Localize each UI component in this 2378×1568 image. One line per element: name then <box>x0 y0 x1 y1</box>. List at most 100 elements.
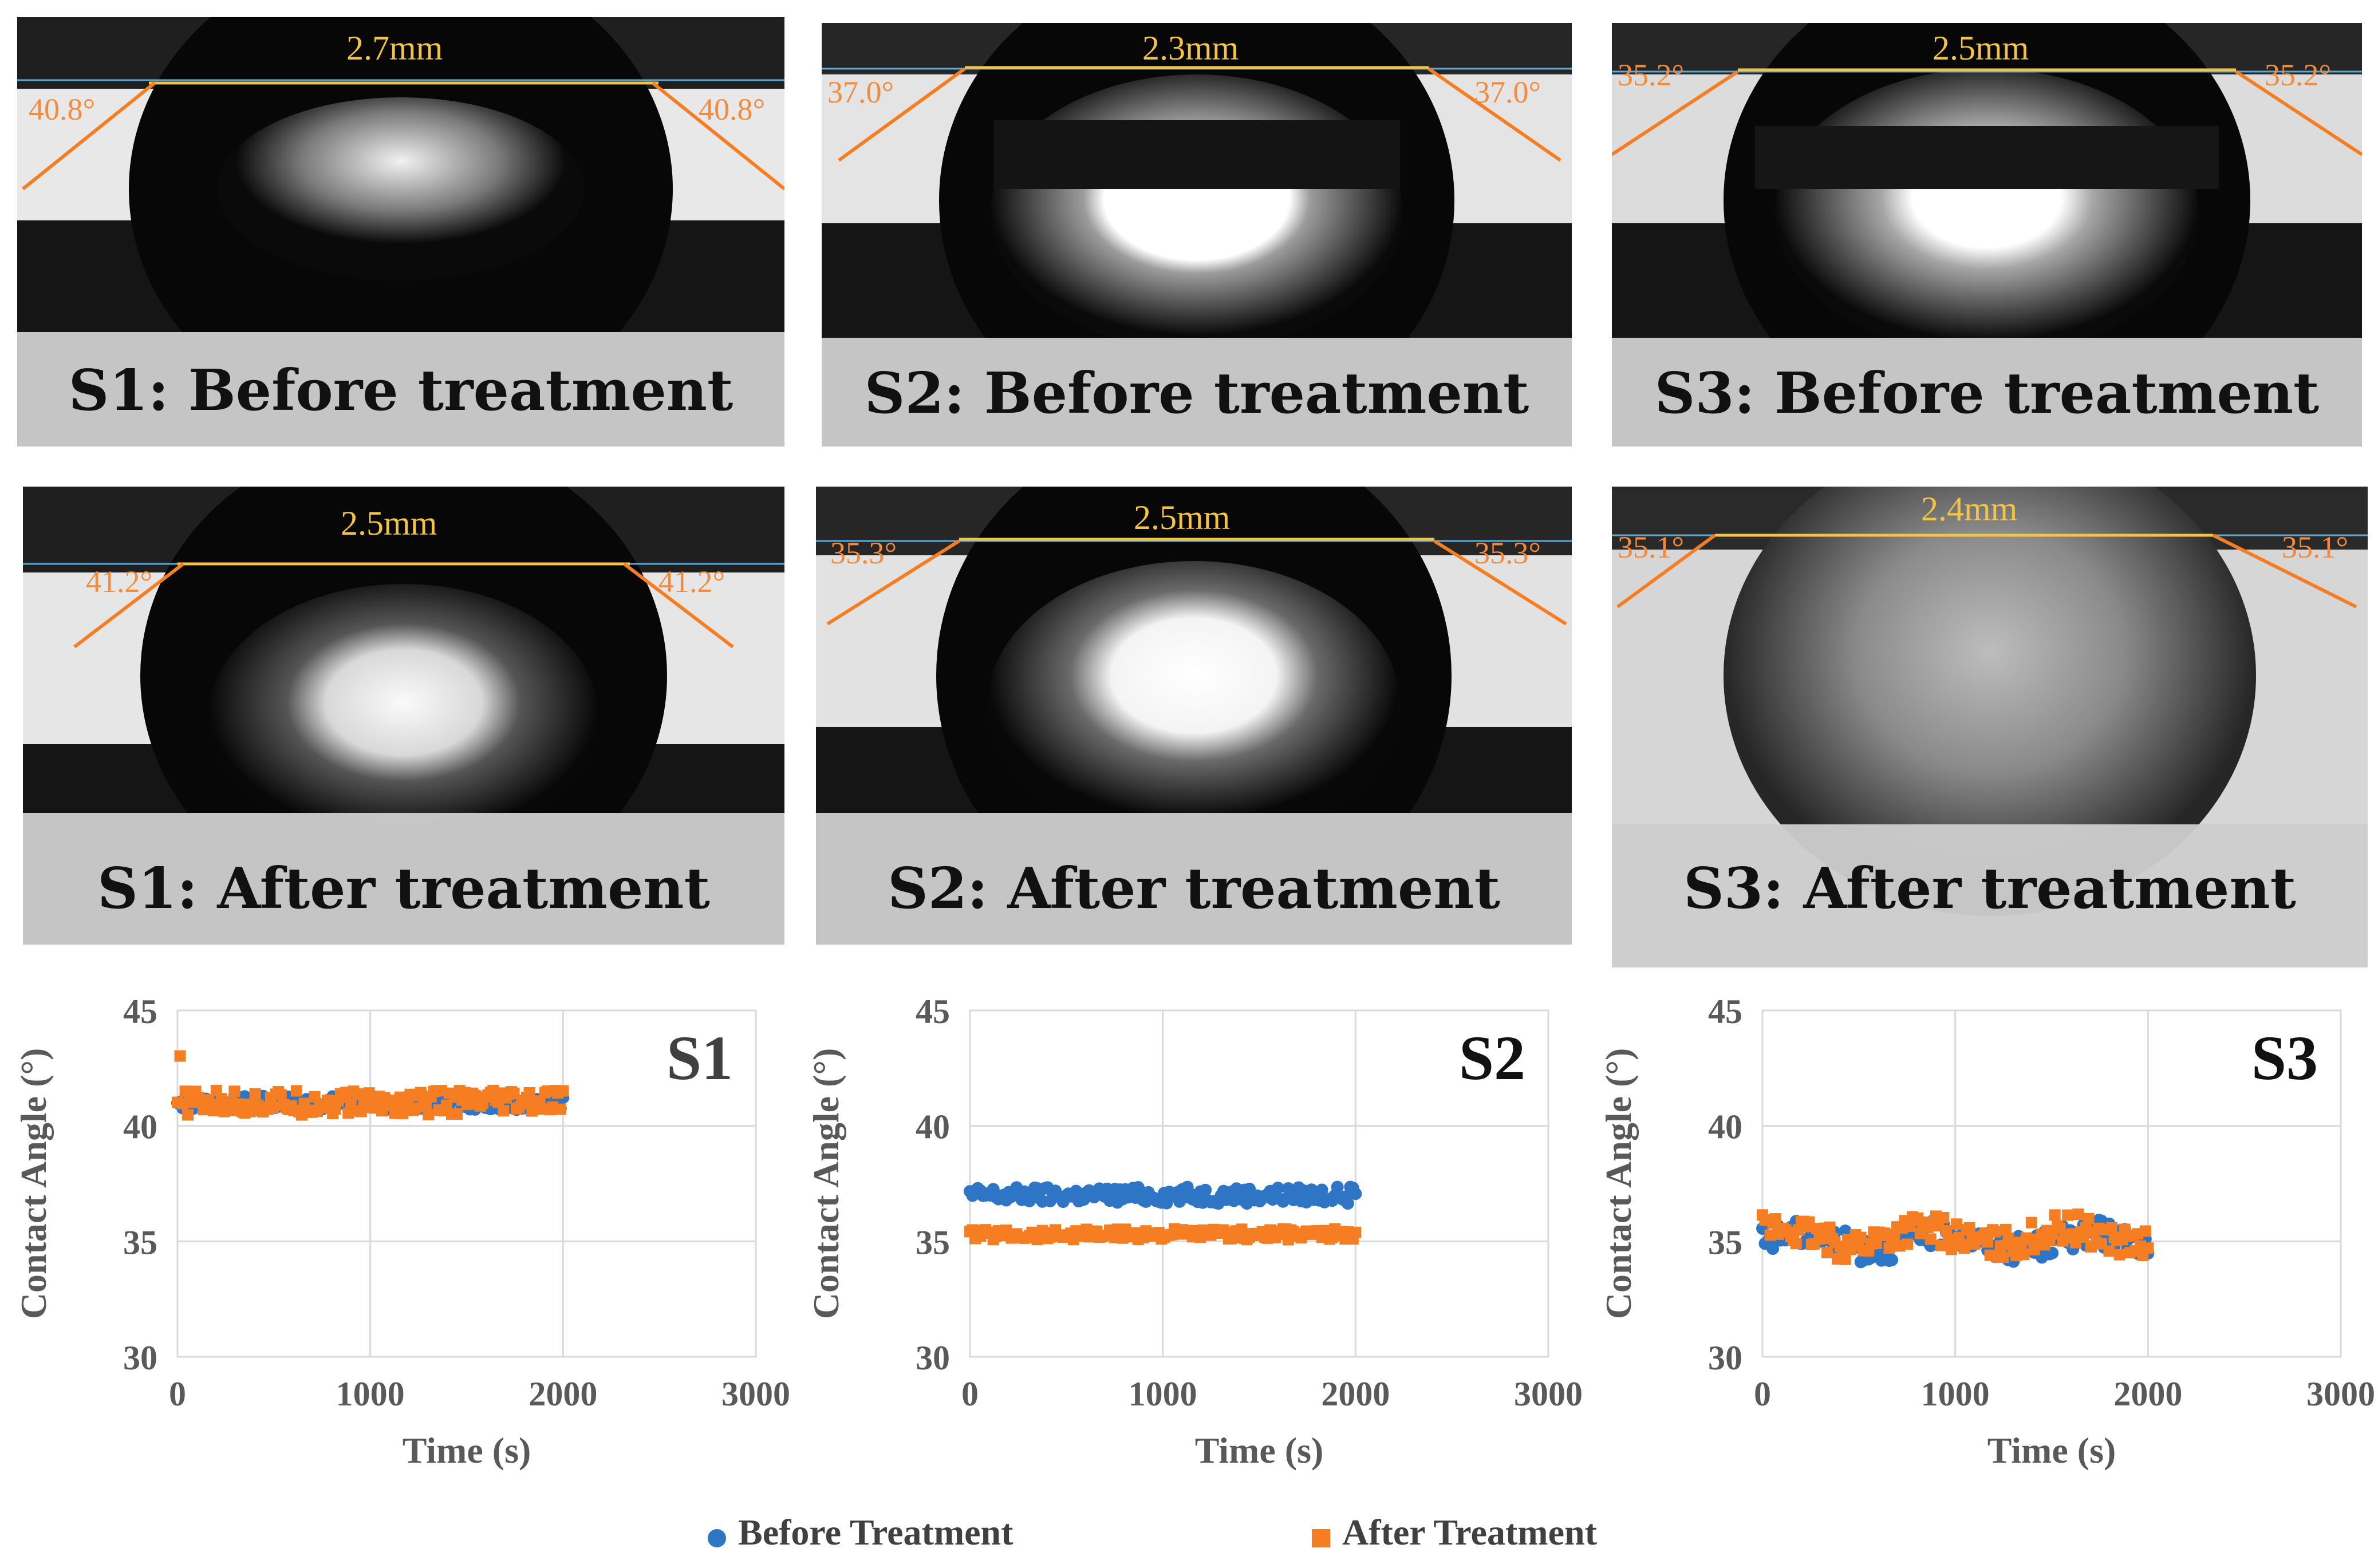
data-point-before <box>1766 1242 1780 1255</box>
caption-band <box>17 332 784 447</box>
data-point-after <box>2000 1223 2012 1235</box>
plot-area <box>1761 1009 2342 1358</box>
data-point-after <box>249 1088 261 1100</box>
right-angle-label: 37.0° <box>1474 75 1541 109</box>
data-point-after <box>1790 1238 1802 1250</box>
data-point-after <box>1824 1221 1836 1233</box>
caption-band <box>1612 824 2368 967</box>
droplet-panel-s3-after: 2.4mm 35.1° 35.1° S3: After treatment <box>1612 487 2368 967</box>
x-axis-label: Time (s) <box>403 1430 531 1471</box>
data-point-after <box>1997 1251 2009 1263</box>
data-point-after <box>1883 1242 1895 1254</box>
data-point-after <box>2062 1209 2074 1221</box>
data-point-after <box>508 1087 520 1099</box>
chart-s1-svg: 30 35 40 45 0 1000 2000 3000 Time (s) Contact Ang… <box>13 993 790 1471</box>
x-tick-label: 0 <box>1754 1375 1771 1413</box>
droplet-panel-s2-before: 2.3mm 37.0° 37.0° S2: Before treatment <box>822 23 1572 447</box>
right-angle-label: 35.1° <box>2282 530 2349 564</box>
data-point-after <box>1938 1212 1950 1224</box>
x-axis-label: Time (s) <box>1195 1430 1324 1471</box>
data-point-after <box>2018 1249 2030 1261</box>
data-point-after <box>2106 1222 2118 1234</box>
data-point-after <box>177 1097 189 1109</box>
droplet-width-label: 2.3mm <box>1142 29 1239 67</box>
chart-s3: 30 35 40 45 0 1000 2000 3000 Time (s) Contact Ang… <box>1585 985 2377 1500</box>
left-angle-label: 41.2° <box>86 564 153 599</box>
data-point-before <box>1885 1253 1898 1266</box>
data-point-after <box>557 1085 569 1097</box>
data-point-before <box>1331 1180 1344 1194</box>
data-point-after <box>554 1103 566 1115</box>
panel-caption: S1: After treatment <box>97 856 710 922</box>
y-tick-label: 40 <box>1708 1108 1742 1146</box>
plot-area <box>176 1009 757 1358</box>
data-point-after <box>1925 1233 1937 1245</box>
legend-after-label: After Treatment <box>1342 1512 1597 1553</box>
left-angle-label: 35.1° <box>1618 530 1685 564</box>
data-point-after <box>215 1093 227 1105</box>
data-point-after <box>397 1108 409 1120</box>
chart-title: S2 <box>1459 1023 1525 1093</box>
y-tick-label: 35 <box>1708 1223 1742 1261</box>
left-angle-label: 35.2° <box>1618 58 1685 92</box>
right-angle-label: 35.2° <box>2265 58 2332 92</box>
data-point-after <box>2072 1208 2084 1221</box>
droplet-image <box>23 487 784 916</box>
x-axis-label: Time (s) <box>1987 1430 2116 1471</box>
legend-before-label: Before Treatment <box>738 1512 1013 1553</box>
droplet-panel-s3-before: 2.5mm 35.2° 35.2° S3: Before treatment <box>1612 23 2362 447</box>
x-tick-label: 2000 <box>2113 1375 2182 1413</box>
data-point-after <box>498 1105 510 1117</box>
data-point-before <box>1341 1197 1354 1210</box>
droplet-image <box>822 23 1572 441</box>
caption-band <box>23 813 784 945</box>
plot-area <box>969 1009 1549 1358</box>
droplet-width-label: 2.5mm <box>341 504 437 542</box>
x-tick-label: 0 <box>169 1375 186 1413</box>
panel-caption: S3: Before treatment <box>1654 361 2320 426</box>
droplet-panel-s1-after: 2.5mm 41.2° 41.2° S1: After treatment <box>23 487 784 945</box>
data-point-after <box>1769 1213 1781 1225</box>
chart-s3-svg: 30 35 40 45 0 1000 2000 3000 Time (s) Contact Ang… <box>1598 993 2375 1471</box>
data-point-after <box>451 1108 463 1120</box>
data-point-after <box>228 1085 240 1097</box>
y-tick-label: 30 <box>123 1339 157 1377</box>
caption-band <box>1612 338 2362 447</box>
data-point-before <box>1349 1187 1362 1200</box>
droplet-width-label: 2.5mm <box>1933 29 2029 67</box>
x-tick-label: 1000 <box>1129 1375 1197 1413</box>
legend-before: Before Treatment <box>707 1511 1013 1557</box>
data-point-after <box>1958 1242 1970 1254</box>
data-point-after <box>1855 1231 1867 1243</box>
data-point-after <box>2077 1231 2089 1243</box>
y-tick-label: 30 <box>1708 1339 1742 1377</box>
x-tick-label: 3000 <box>2306 1375 2375 1413</box>
y-tick-label: 35 <box>916 1223 950 1261</box>
panel-caption: S3: After treatment <box>1683 856 2296 922</box>
data-point-after <box>1982 1236 1994 1248</box>
data-point-after <box>2103 1245 2115 1257</box>
droplet-width-label: 2.7mm <box>346 29 443 67</box>
x-tick-label: 2000 <box>1321 1375 1390 1413</box>
caption-band <box>822 338 1572 447</box>
droplet-width-label: 2.4mm <box>1921 490 2018 528</box>
data-point-after <box>1816 1232 1828 1244</box>
data-point-after <box>2025 1217 2037 1229</box>
data-point-after <box>275 1089 287 1101</box>
data-point-after <box>174 1050 186 1062</box>
panel-caption: S1: Before treatment <box>68 358 733 424</box>
y-tick-label: 45 <box>123 993 157 1030</box>
y-tick-label: 45 <box>1708 993 1742 1030</box>
caption-band <box>816 813 1572 945</box>
legend-after: After Treatment <box>1311 1511 1597 1557</box>
data-point-after <box>1888 1231 1900 1243</box>
right-angle-label: 40.8° <box>699 92 766 127</box>
y-tick-label: 40 <box>916 1108 950 1146</box>
left-angle-label: 37.0° <box>827 75 894 109</box>
data-point-after <box>267 1101 279 1113</box>
y-axis-label: Contact Angle (°) <box>806 1048 846 1320</box>
data-point-after <box>203 1094 215 1106</box>
y-axis-label: Contact Angle (°) <box>1598 1048 1639 1320</box>
legend-marker-square <box>1311 1515 1331 1557</box>
y-tick-label: 45 <box>916 993 950 1030</box>
